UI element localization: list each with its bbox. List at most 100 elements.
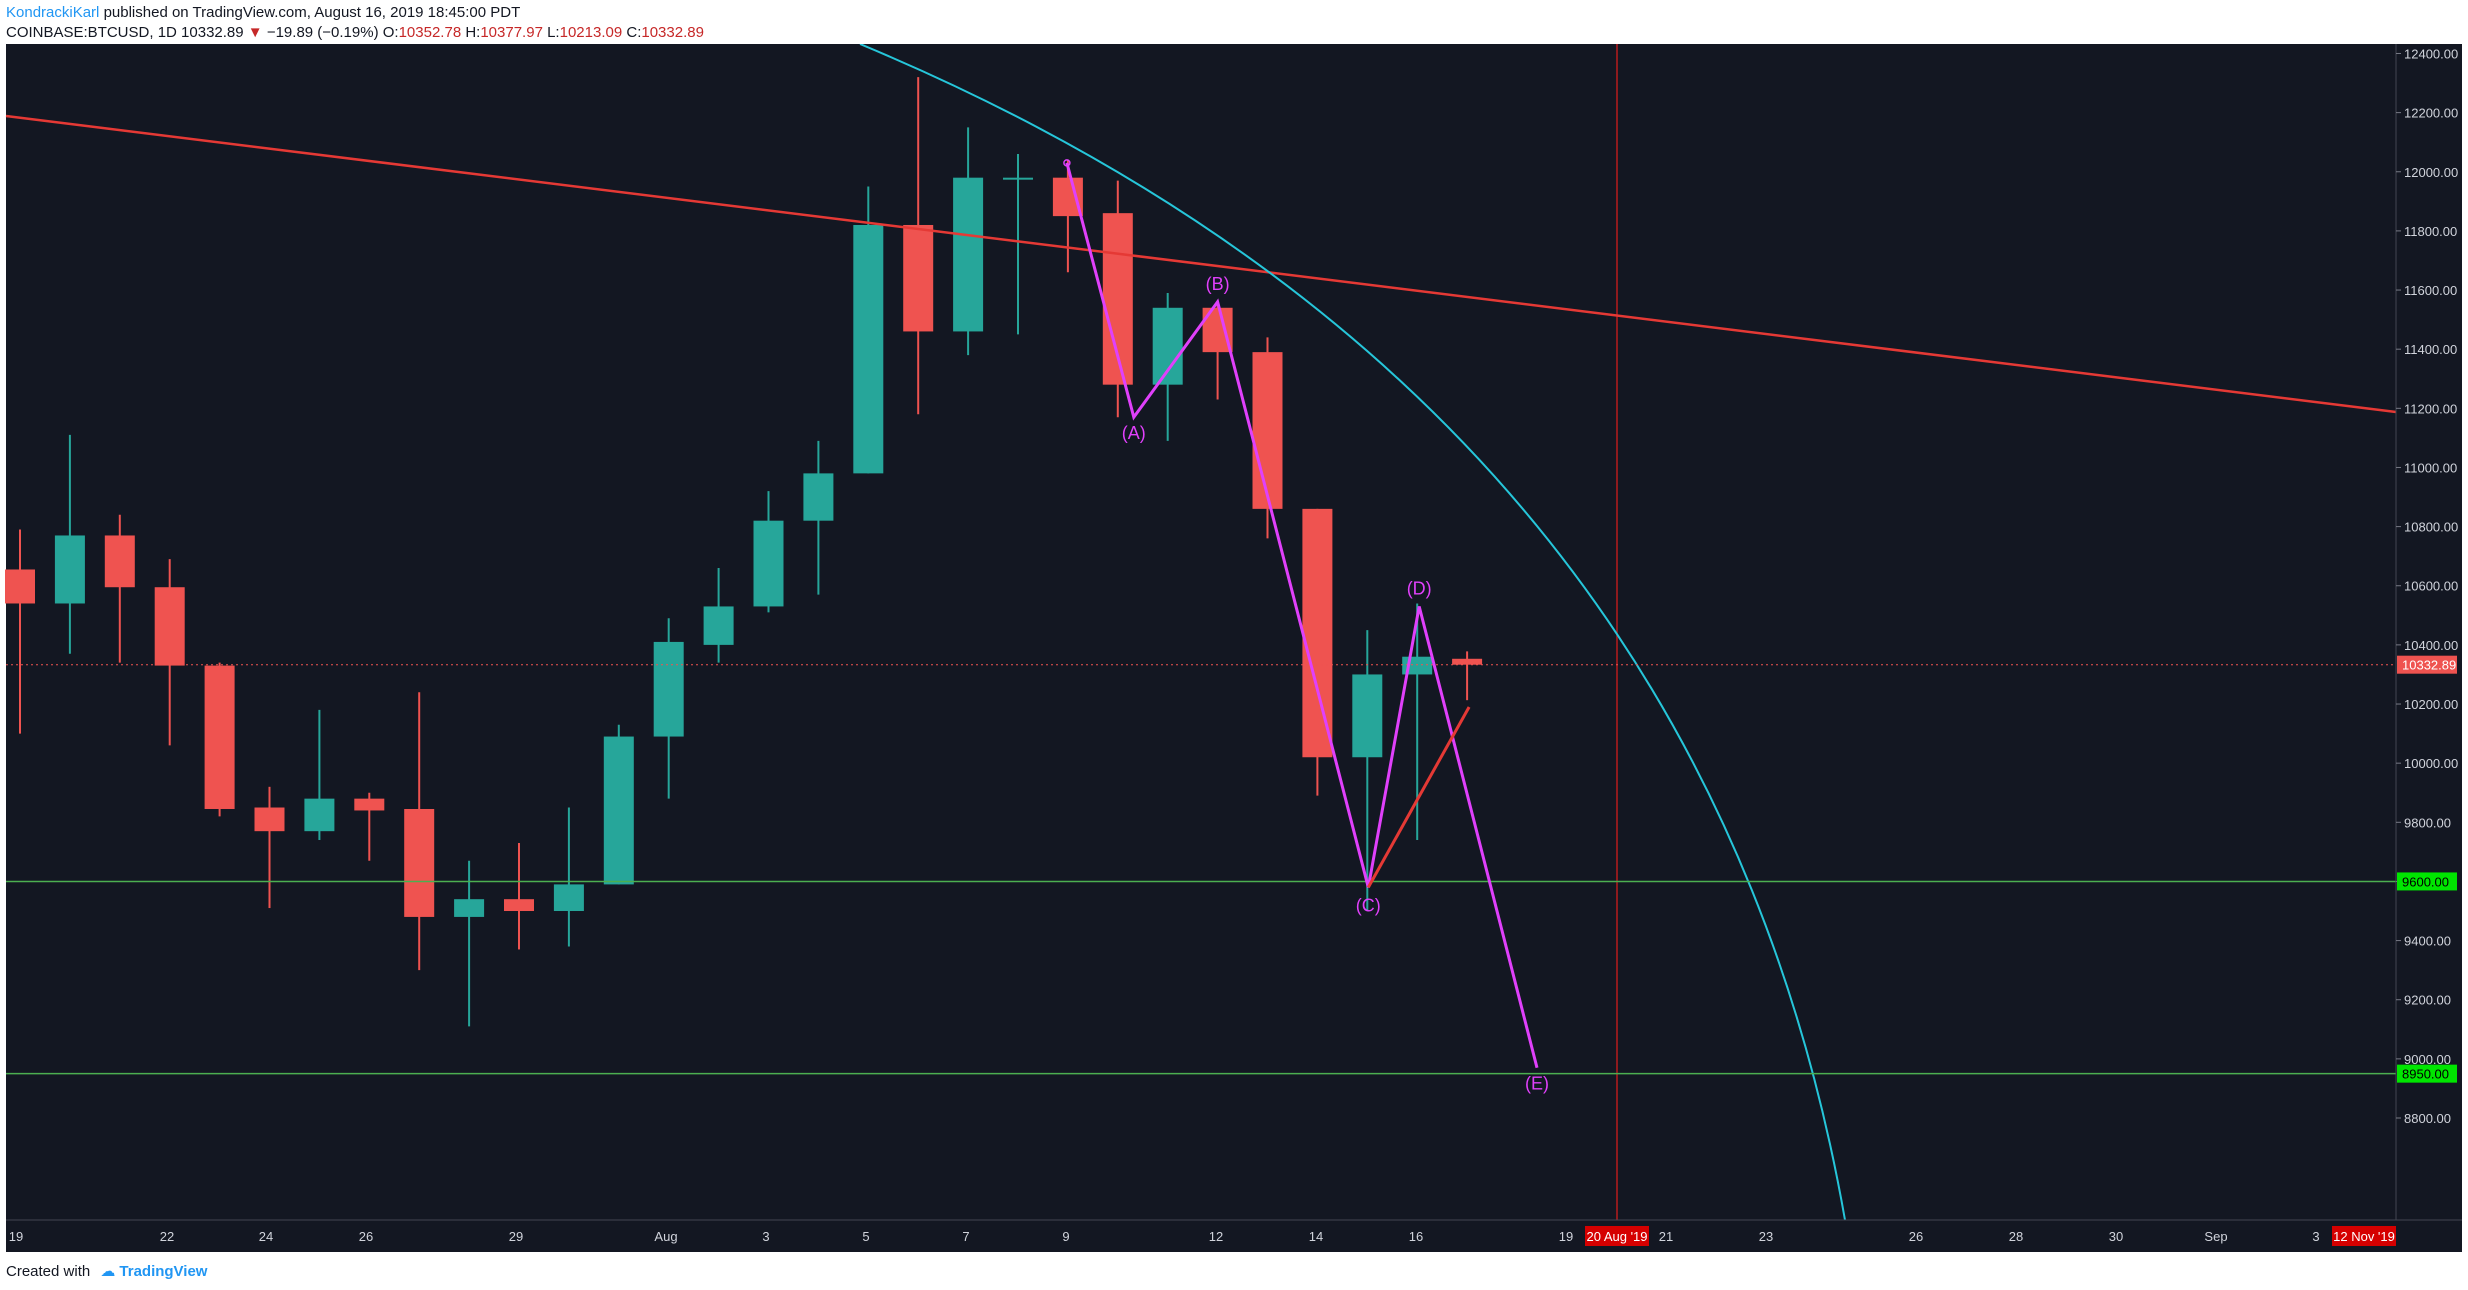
candle-body[interactable] (1302, 508, 1333, 758)
time-tick-label: 26 (359, 1229, 373, 1244)
time-tick-label: 19 (1559, 1229, 1573, 1244)
chart-header: KondrackiKarl published on TradingView.c… (6, 0, 2446, 44)
symbol-label: COINBASE:BTCUSD, 1D (6, 24, 177, 41)
candle-body[interactable] (154, 587, 185, 666)
price-axis-bg (2396, 44, 2462, 1220)
current-price-badge (2397, 655, 2457, 674)
time-tick-label: 16 (1409, 1229, 1423, 1244)
support-8950-badge-label: 8950.00 (2402, 1067, 2449, 1082)
down-arrow-icon: ▼ (247, 24, 263, 41)
candle-body[interactable] (1252, 352, 1283, 509)
candle-body[interactable] (1003, 177, 1033, 180)
close-value: 10332.89 (641, 24, 704, 41)
time-axis-bg (6, 1220, 2462, 1252)
candle-body[interactable] (803, 473, 834, 521)
time-marker-badge (2332, 1226, 2396, 1246)
wave-label: (A) (1122, 423, 1146, 443)
candle-body[interactable] (703, 606, 734, 645)
candle-body[interactable] (653, 641, 684, 737)
candle-body[interactable] (404, 808, 435, 917)
price-tick-label: 8800.00 (2404, 1111, 2451, 1126)
candle-body[interactable] (104, 535, 135, 588)
chart-footer: Created with ☁ TradingView (6, 1262, 207, 1280)
time-tick-label: 30 (2109, 1229, 2123, 1244)
support-8950-badge (2397, 1064, 2457, 1083)
candle-body[interactable] (5, 569, 35, 604)
candle-body[interactable] (953, 177, 984, 332)
time-marker-badge (1585, 1226, 1649, 1246)
support-9600-badge-label: 9600.00 (2402, 874, 2449, 889)
time-tick-label: 3 (2312, 1229, 2319, 1244)
price-tick-label: 10800.00 (2404, 520, 2458, 535)
tradingview-logo[interactable]: TradingView (119, 1263, 208, 1280)
candle-body[interactable] (553, 884, 584, 912)
time-tick-label: 5 (862, 1229, 869, 1244)
ohlc-line: COINBASE:BTCUSD, 1D 10332.89 ▼ −19.89 (−… (6, 24, 704, 41)
support-9600-badge (2397, 872, 2457, 891)
time-tick-label: 14 (1309, 1229, 1323, 1244)
last-price: 10332.89 (181, 24, 244, 41)
candle-body[interactable] (1452, 658, 1483, 665)
close-label: C: (626, 24, 642, 41)
price-tick-label: 11600.00 (2404, 283, 2457, 298)
open-value: 10352.78 (398, 24, 462, 41)
cloud-icon: ☁ (100, 1263, 116, 1280)
price-tick-label: 11000.00 (2404, 460, 2457, 475)
time-tick-label: 28 (2009, 1229, 2023, 1244)
time-tick-label: 22 (160, 1229, 174, 1244)
candle-body[interactable] (454, 899, 485, 917)
time-axis[interactable]: 19 22 24 26 29 Aug 3 5 7 9 12 14 16 19 20 Aug '19 21 23 2… (6, 1219, 2462, 1252)
price-chart[interactable]: (A)(B)(C)(D)(E) 12600.0012400.0012200.00… (0, 44, 2468, 1252)
price-tick-label: 9400.00 (2404, 934, 2451, 949)
price-tick-label: 11200.00 (2404, 401, 2457, 416)
candle-body[interactable] (1352, 674, 1383, 758)
chart-background (6, 44, 2462, 1252)
candle-body[interactable] (853, 224, 884, 474)
projection-line (1366, 706, 1471, 889)
open-label: O: (382, 24, 399, 41)
time-tick-label: 9 (1062, 1229, 1069, 1244)
time-tick-label: 26 (1909, 1229, 1923, 1244)
time-tick-label: 29 (509, 1229, 523, 1244)
price-tick-label: 11800.00 (2404, 224, 2457, 239)
price-tick-label: 12000.00 (2404, 165, 2458, 180)
time-tick-label: 3 (762, 1229, 769, 1244)
high-value: 10377.97 (480, 24, 543, 41)
wave-label: (D) (1407, 578, 1432, 598)
wave-label: (C) (1356, 895, 1381, 915)
publish-line: KondrackiKarl published on TradingView.c… (6, 4, 520, 21)
candles-layer (5, 77, 1483, 1027)
candle-body[interactable] (603, 736, 634, 885)
time-tick-label: 21 (1659, 1229, 1673, 1244)
candle-body[interactable] (204, 665, 235, 809)
price-tick-label: 10000.00 (2404, 756, 2458, 771)
candle-body[interactable] (354, 798, 385, 811)
candle-body[interactable] (753, 520, 784, 607)
time-tick-label: 23 (1759, 1229, 1773, 1244)
candle-body[interactable] (304, 798, 335, 832)
time-tick-label: Sep (2204, 1229, 2227, 1244)
wave-start-point (1063, 159, 1071, 167)
price-tick-label: 10200.00 (2404, 697, 2458, 712)
time-tick-label: 7 (962, 1229, 969, 1244)
time-tick-label: 20 Aug '19 (1586, 1229, 1647, 1244)
time-tick-label: 19 (9, 1229, 23, 1244)
price-axis[interactable]: 12600.0012400.0012200.0012000.0011800.00… (2395, 44, 2462, 1220)
wave-label: (E) (1525, 1074, 1549, 1094)
price-tick-label: 10600.00 (2404, 579, 2458, 594)
current-price-badge-label: 10332.89 (2402, 658, 2456, 673)
wave-label: (B) (1206, 274, 1230, 294)
low-label: L: (547, 24, 560, 41)
trendline (5, 114, 2397, 414)
wave-path (1065, 162, 1539, 1069)
candle-body[interactable] (903, 224, 934, 332)
arc-curve (859, 44, 1846, 1221)
time-tick-label: 12 Nov '19 (2333, 1229, 2395, 1244)
candle-body[interactable] (254, 807, 285, 832)
author-link[interactable]: KondrackiKarl (6, 4, 100, 21)
candle-body[interactable] (1152, 307, 1183, 385)
candle-body[interactable] (504, 899, 534, 912)
time-tick-label: 24 (259, 1229, 273, 1244)
created-with-text: Created with (6, 1263, 91, 1280)
candle-body[interactable] (54, 535, 85, 604)
